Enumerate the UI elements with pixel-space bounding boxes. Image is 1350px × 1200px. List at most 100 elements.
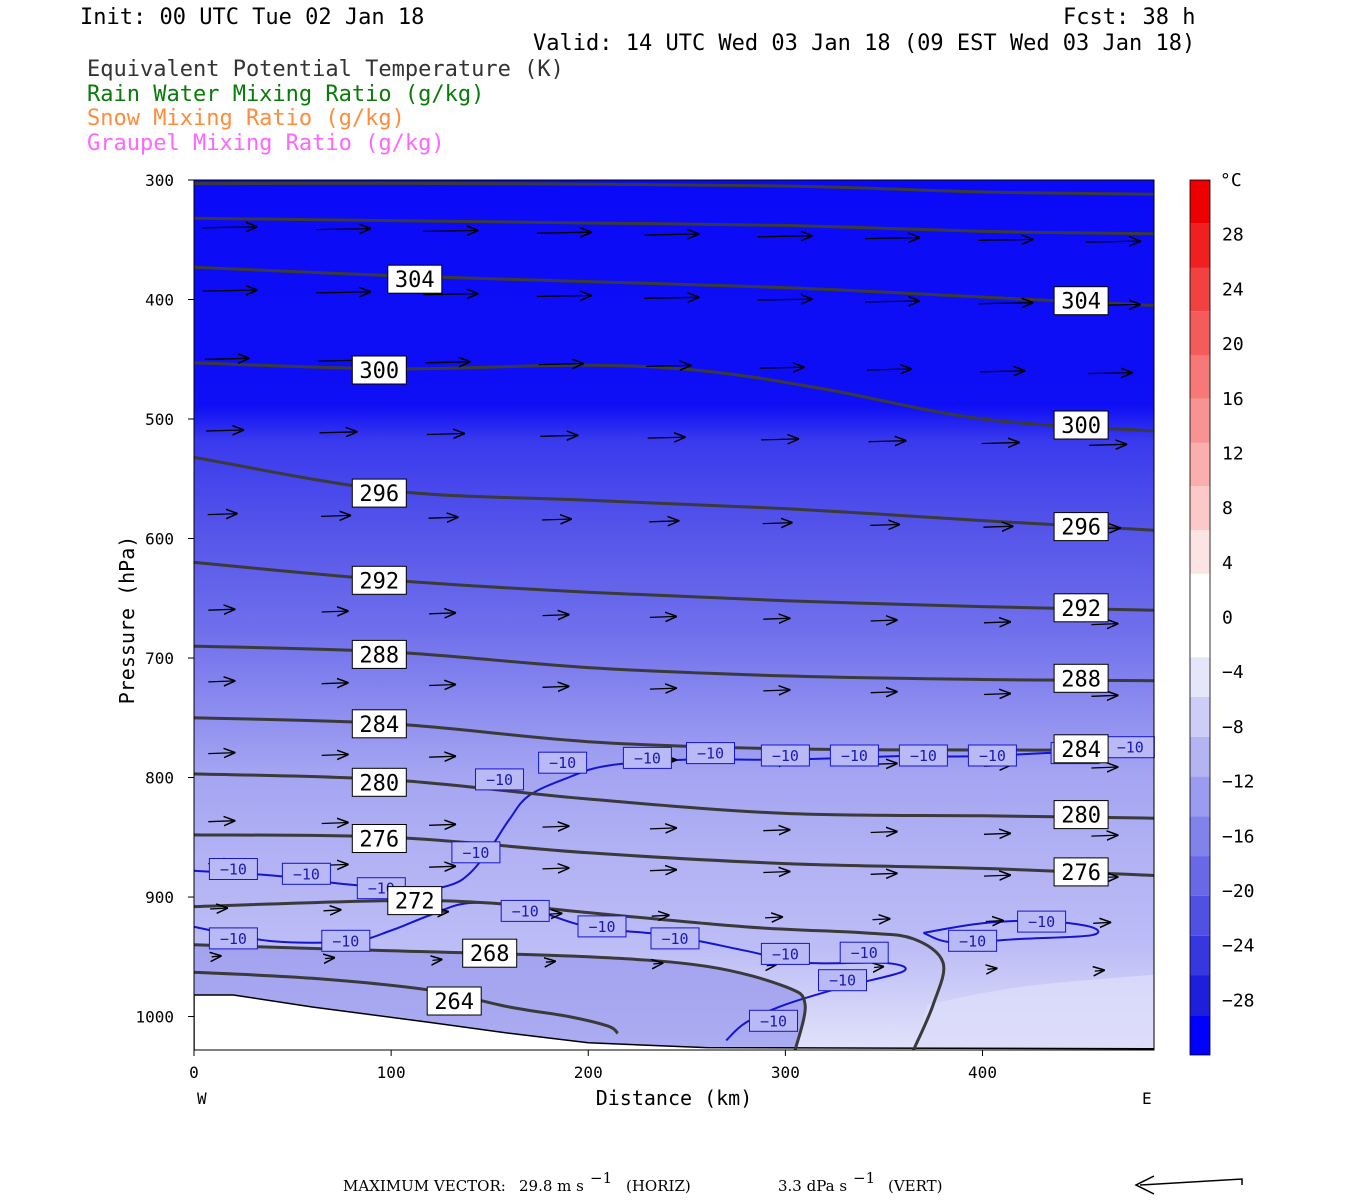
colorbar-tick-label: 8 <box>1222 498 1233 519</box>
colorbar-swatch <box>1190 311 1210 356</box>
wind-vector <box>978 239 1033 240</box>
wind-vector <box>983 875 1011 876</box>
theta-e-label-276: 276 <box>351 824 407 853</box>
temperature-contour-label: −10 <box>760 942 810 965</box>
colorbar-swatch <box>1190 736 1210 777</box>
wind-vector <box>546 961 556 962</box>
west-label: W <box>197 1089 207 1108</box>
theta-e-label-304: 304 <box>1053 286 1109 316</box>
wind-vector <box>1087 373 1133 374</box>
temperature-contour-label: −10 <box>1017 910 1067 933</box>
theta-e-label-280: 280 <box>351 767 407 797</box>
svg-text:304: 304 <box>395 268 435 293</box>
y-tick-label: 1000 <box>135 1008 174 1027</box>
footer-max-vector: MAXIMUM VECTOR: 29.8 m s −1 (HORIZ) 3.3 … <box>343 1169 1243 1195</box>
wind-vector <box>325 958 335 959</box>
y-tick-label: 600 <box>145 530 174 549</box>
colorbar-tick-label: −20 <box>1222 881 1255 902</box>
wind-vector <box>323 910 342 911</box>
wind-vector <box>872 919 891 920</box>
axes: 300 400 500 600 700 800 900 1000 0 100 200 300 400 <box>135 171 996 1082</box>
wind-vector <box>874 967 884 968</box>
legend-snow: Snow Mixing Ratio (g/kg) <box>87 106 405 131</box>
warm-surface-shading <box>913 974 1154 1050</box>
wind-vector <box>983 833 1011 834</box>
temperature-contour-label: −10 <box>967 744 1017 767</box>
svg-text:−10: −10 <box>841 747 868 765</box>
theta-e-contour-312 <box>194 181 1154 196</box>
wind-vector <box>210 908 228 909</box>
wind-vector <box>763 872 790 873</box>
wind-vector <box>644 234 699 235</box>
max-vector-label: MAXIMUM VECTOR: <box>343 1177 506 1195</box>
x-axis-title: Distance (km) <box>596 1086 753 1110</box>
colorbar-swatch <box>1190 223 1210 268</box>
temperature-contour-label: −10 <box>760 744 810 767</box>
wind-vector <box>649 688 677 689</box>
colorbar-swatch <box>1190 657 1210 698</box>
vert-exp: −1 <box>853 1169 875 1187</box>
wind-vector <box>870 832 898 833</box>
wind-vector <box>208 681 235 682</box>
colorbar-swatch <box>1190 975 1210 1016</box>
y-tick-label: 300 <box>145 171 174 190</box>
wind-vector <box>649 870 677 871</box>
valid-time: Valid: 14 UTC Wed 03 Jan 18 (09 EST Wed … <box>533 31 1196 56</box>
colorbar-tick-label: −4 <box>1222 662 1244 683</box>
theta-e-label-276: 276 <box>1053 857 1109 887</box>
wind-vector <box>870 873 898 874</box>
wind-vector <box>980 371 1025 372</box>
temperature-contour-label: −10 <box>1105 736 1155 759</box>
wind-vector <box>316 229 371 230</box>
svg-text:−10: −10 <box>293 865 320 883</box>
wind-vector <box>426 434 465 435</box>
wind-vector <box>981 443 1020 444</box>
svg-text:280: 280 <box>359 771 399 796</box>
svg-text:−10: −10 <box>486 771 513 789</box>
theta-e-label-272: 272 <box>387 886 443 916</box>
wind-vector <box>762 523 793 524</box>
x-tick-label: 100 <box>377 1063 406 1082</box>
svg-text:−10: −10 <box>661 930 688 948</box>
svg-text:−10: −10 <box>959 932 986 950</box>
wind-vector <box>646 365 691 366</box>
vert-value: 3.3 dPa s <box>778 1177 847 1195</box>
wind-vector <box>1085 241 1141 242</box>
plot-frame <box>193 179 1155 1051</box>
theta-e-contour-308 <box>194 216 1154 236</box>
colorbar-tick-label: 12 <box>1222 443 1244 464</box>
wind-vector <box>647 437 686 438</box>
wind-vector <box>870 620 898 621</box>
y-tick-label: 700 <box>145 649 174 668</box>
temperature-contour-label: −10 <box>208 858 258 880</box>
wind-vector <box>1093 922 1111 923</box>
x-tick-label: 300 <box>771 1063 800 1082</box>
wind-vector <box>429 824 456 825</box>
theta-e-contour-264 <box>194 970 619 1035</box>
y-tick-label: 400 <box>145 291 174 310</box>
colorbar-swatch <box>1190 816 1210 857</box>
wind-vector <box>983 526 1013 527</box>
vert-tag: (VERT) <box>888 1177 943 1195</box>
svg-text:−10: −10 <box>1028 913 1055 931</box>
colorbar-swatch <box>1190 895 1210 936</box>
theta-e-label-292: 292 <box>351 565 407 595</box>
wind-vector <box>538 364 584 365</box>
init-time: Init: 00 UTC Tue 02 Jan 18 <box>80 5 425 30</box>
theta-e-label-292: 292 <box>1053 593 1109 623</box>
svg-text:276: 276 <box>359 828 399 853</box>
colorbar-swatch <box>1190 180 1210 224</box>
theta-e-label-284: 284 <box>351 709 407 739</box>
svg-text:288: 288 <box>1061 667 1101 692</box>
colorbar-swatch <box>1190 267 1210 312</box>
wind-vector <box>542 615 570 616</box>
temperature-contour-label: −10 <box>818 969 867 992</box>
theta-e-label-280: 280 <box>1053 800 1109 830</box>
theta-e-label-268: 268 <box>462 938 518 968</box>
temperature-contour-label: −10 <box>321 929 371 952</box>
wind-vector <box>759 367 805 368</box>
wind-vector <box>978 303 1033 304</box>
wind-vector <box>204 358 250 359</box>
wind-vector <box>540 435 578 436</box>
wind-vector <box>321 515 351 516</box>
